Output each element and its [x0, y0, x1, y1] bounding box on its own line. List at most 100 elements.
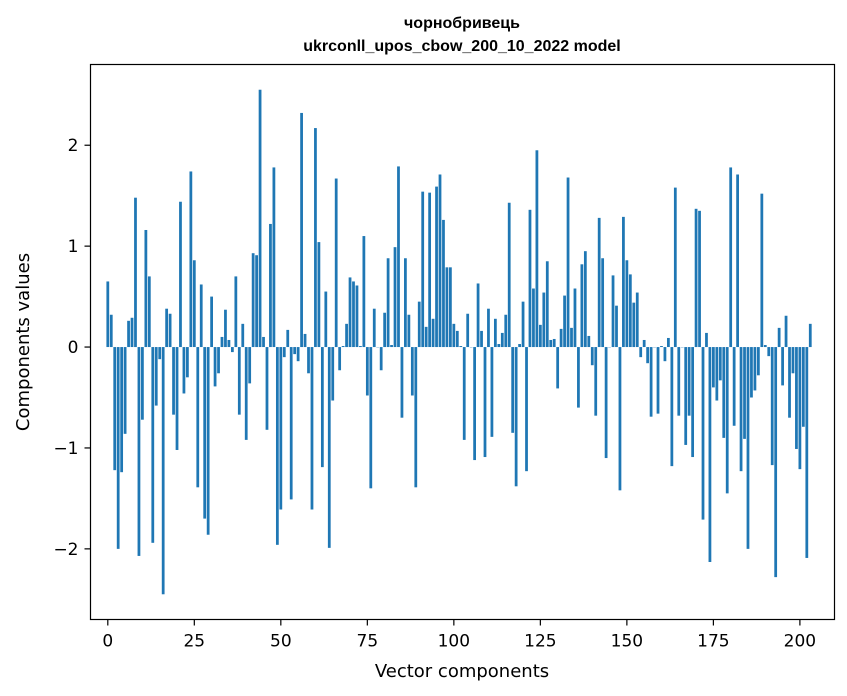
bar-86: [404, 258, 407, 348]
bar-17: [165, 308, 169, 348]
bar-9: [137, 347, 141, 556]
bar-161: [663, 347, 667, 362]
bar-73: [359, 346, 362, 348]
bar-33: [220, 336, 224, 348]
bar-111: [490, 347, 494, 437]
bar-169: [691, 347, 695, 458]
bar-21: [179, 201, 182, 348]
x-tick-label: 50: [270, 632, 292, 652]
x-tick-label: 75: [357, 632, 379, 652]
bar-45: [262, 336, 265, 348]
y-tick-label: 2: [68, 136, 79, 156]
bar-155: [642, 339, 646, 348]
bar-43: [255, 255, 258, 348]
bar-186: [750, 347, 753, 398]
bar-148: [618, 347, 622, 491]
bar-34: [224, 309, 227, 348]
bar-131: [559, 328, 563, 348]
bar-180: [729, 167, 733, 348]
bar-46: [265, 347, 269, 430]
bar-196: [784, 315, 788, 348]
bar-4: [120, 347, 124, 473]
bar-90: [417, 301, 421, 348]
bar-13: [151, 347, 155, 543]
bar-52: [286, 329, 290, 348]
x-tick-label: 200: [784, 632, 816, 652]
bar-157: [649, 347, 653, 417]
bar-94: [431, 318, 435, 348]
bar-171: [698, 210, 701, 348]
bar-83: [393, 247, 397, 348]
y-tick-label: −1: [53, 439, 78, 459]
bar-159: [656, 347, 660, 414]
bar-95: [435, 186, 438, 348]
bar-1: [109, 314, 113, 348]
bar-0: [106, 281, 110, 348]
bar-5: [123, 347, 127, 434]
bar-187: [753, 347, 757, 391]
bar-80: [383, 312, 387, 348]
bar-47: [269, 223, 272, 348]
bar-153: [635, 292, 639, 348]
bar-56: [300, 112, 303, 348]
bar-68: [341, 346, 345, 348]
x-tick-label: 125: [524, 632, 556, 652]
bar-150: [625, 260, 629, 348]
bar-89: [414, 347, 418, 488]
bar-138: [583, 251, 587, 348]
y-tick-label: 0: [68, 338, 79, 358]
bar-121: [525, 347, 528, 472]
bar-177: [718, 347, 722, 381]
bar-67: [338, 347, 342, 371]
bar-147: [615, 305, 618, 348]
bar-188: [756, 347, 760, 376]
bar-87: [407, 314, 411, 348]
bar-81: [386, 258, 390, 348]
bar-41: [248, 347, 252, 384]
x-tick-label: 0: [102, 632, 113, 652]
bar-133: [566, 177, 570, 348]
bar-126: [542, 292, 546, 348]
bar-122: [528, 209, 532, 348]
bar-114: [500, 332, 504, 348]
bar-35: [227, 339, 231, 348]
bar-140: [590, 347, 594, 366]
bar-135: [573, 288, 577, 348]
bar-143: [601, 258, 605, 348]
bar-39: [241, 323, 245, 348]
bar-139: [587, 335, 591, 348]
bar-36: [230, 347, 234, 353]
bar-61: [317, 242, 321, 348]
bar-48: [272, 167, 276, 348]
bar-152: [632, 302, 636, 348]
bar-25: [192, 260, 196, 348]
bar-175: [712, 347, 715, 388]
x-tick-label: 150: [611, 632, 643, 652]
bar-189: [760, 193, 764, 348]
bar-82: [390, 345, 393, 348]
bar-15: [158, 347, 162, 360]
bar-66: [334, 178, 338, 348]
x-tick-label: 175: [697, 632, 729, 652]
bar-146: [611, 275, 615, 348]
bar-202: [805, 347, 809, 558]
bar-70: [348, 277, 352, 348]
y-axis-label: Components values: [13, 253, 34, 431]
bar-24: [189, 171, 193, 348]
y-tick-label: 1: [68, 237, 79, 257]
bar-113: [497, 344, 501, 348]
bar-84: [397, 166, 400, 348]
bar-173: [705, 332, 708, 348]
bar-191: [767, 347, 771, 357]
bar-7: [130, 317, 134, 348]
bar-192: [770, 347, 774, 466]
bars-group: [106, 89, 812, 595]
bar-31: [213, 347, 217, 387]
bar-79: [379, 347, 383, 371]
bar-151: [628, 274, 632, 348]
bar-116: [507, 202, 511, 348]
bar-74: [362, 236, 366, 348]
bar-53: [289, 347, 293, 500]
bar-57: [303, 333, 307, 348]
bar-190: [763, 345, 767, 348]
